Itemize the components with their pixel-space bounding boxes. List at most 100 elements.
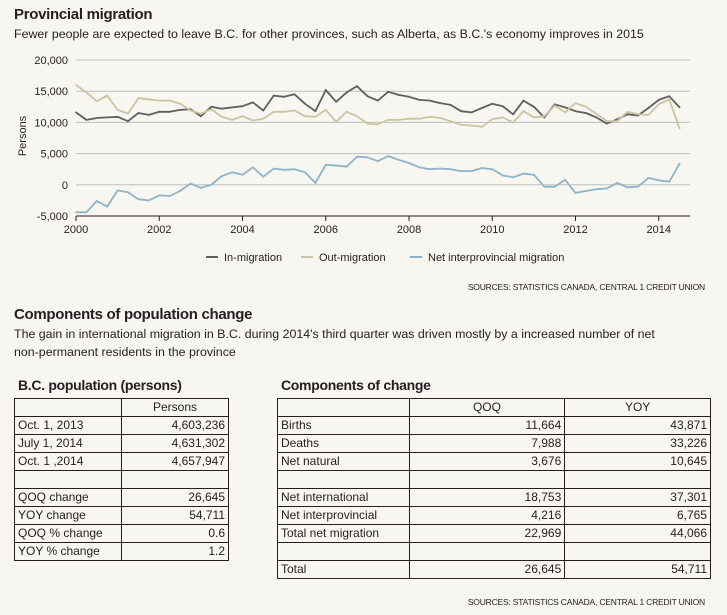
data-point [262, 109, 265, 112]
data-point [668, 180, 671, 183]
data-point [116, 109, 119, 111]
data-point [168, 99, 171, 102]
table-cell: 11,664 [408, 416, 566, 435]
data-point [293, 109, 296, 112]
data-point [574, 192, 577, 194]
data-point [262, 175, 265, 178]
data-point [449, 104, 452, 106]
components-table: QOQ YOY Births 11,664 43,871 Deaths 7,988 33,22… [277, 398, 711, 579]
x-tick-label: 2010 [480, 224, 504, 236]
data-point [605, 120, 608, 123]
data-point [480, 167, 483, 169]
table-cell: 4,216 [408, 506, 566, 525]
data-point [314, 110, 317, 113]
table-cell: 10,645 [564, 452, 711, 471]
data-point [376, 160, 379, 162]
data-point [210, 105, 213, 108]
data-point [85, 211, 88, 214]
table-cell: 26,645 [408, 560, 566, 579]
x-tick-label: 2008 [397, 224, 421, 236]
data-point [418, 99, 421, 101]
table-cell: Net natural [277, 452, 410, 471]
components-table-title: Components of change [281, 377, 431, 393]
table-cell: 37,301 [564, 488, 711, 507]
data-point [678, 127, 681, 130]
data-point [304, 102, 306, 105]
data-point [512, 121, 514, 124]
table-cell: 4,657,947 [121, 452, 229, 471]
data-point [397, 158, 400, 161]
data-point [626, 110, 629, 113]
tables-source: SOURCES: STATISTICS CANADA, CENTRAL 1 CR… [467, 597, 705, 607]
data-point [116, 115, 119, 118]
data-point [553, 103, 556, 106]
data-point [637, 113, 639, 116]
data-point [168, 110, 171, 113]
chart-source: SOURCES: STATISTICS CANADA, CENTRAL 1 CR… [467, 282, 705, 292]
table-cell: 0.6 [121, 524, 229, 543]
series-line [76, 155, 681, 214]
data-point [137, 112, 140, 114]
data-point [657, 179, 660, 182]
table-cell: Total net migration [277, 524, 410, 543]
table-cell [564, 542, 711, 561]
table-cell: 4,603,236 [121, 416, 229, 435]
section2-title: Components of population change [14, 306, 253, 323]
data-point [220, 175, 223, 177]
table-row: Net interprovincial 4,216 6,765 [277, 506, 711, 525]
x-tick-label: 2000 [64, 224, 88, 236]
data-point [397, 94, 400, 96]
table-cell: Net interprovincial [277, 506, 410, 525]
data-point [678, 106, 681, 109]
data-point [595, 188, 598, 191]
table-cell: 18,753 [408, 488, 566, 507]
data-point [605, 187, 608, 190]
data-point [199, 187, 202, 189]
data-point [210, 108, 213, 111]
table-cell: 3,676 [408, 452, 566, 471]
table-row: QOQ % change 0.6 [14, 524, 229, 543]
y-tick-label: 10,000 [34, 117, 68, 129]
y-tick-label: -5,000 [37, 211, 68, 223]
data-point [272, 110, 275, 113]
data-point [449, 120, 452, 123]
table-cell: 54,711 [121, 506, 229, 525]
data-point [158, 99, 161, 102]
data-point [460, 170, 462, 172]
section2-subtitle-line2: non-permanent residents in the province [14, 345, 236, 359]
table-header-row: Persons [14, 398, 229, 417]
table-row: Total 26,645 54,711 [277, 560, 711, 579]
data-point [147, 199, 150, 202]
data-point [626, 186, 629, 189]
data-point [137, 97, 140, 99]
table-cell: 1.2 [121, 542, 229, 561]
table-cell: Oct. 1 ,2014 [14, 452, 122, 471]
data-point [616, 120, 619, 123]
data-point [460, 110, 462, 113]
data-point [522, 99, 525, 102]
table-row: Net natural 3,676 10,645 [277, 452, 711, 471]
data-point [480, 125, 483, 128]
data-point [501, 174, 504, 177]
data-point [532, 173, 535, 176]
legend-label: In-migration [224, 252, 282, 264]
data-point [95, 117, 98, 119]
table-cell: 7,988 [408, 434, 566, 453]
legend-label: Net interprovincial migration [428, 252, 564, 264]
data-point [512, 113, 514, 116]
table-header-row: QOQ YOY [277, 398, 711, 417]
data-point [314, 182, 317, 184]
data-point [366, 156, 369, 159]
data-point [408, 95, 410, 98]
data-point [95, 200, 98, 202]
data-point [387, 119, 390, 121]
data-point [127, 120, 129, 123]
data-point [147, 114, 150, 116]
table-cell: 44,066 [564, 524, 711, 543]
table-row [277, 542, 711, 561]
data-point [668, 98, 671, 101]
table-cell: Net international [277, 488, 410, 507]
data-point [647, 177, 650, 179]
table-cell: 54,711 [564, 560, 711, 579]
data-point [241, 105, 244, 108]
